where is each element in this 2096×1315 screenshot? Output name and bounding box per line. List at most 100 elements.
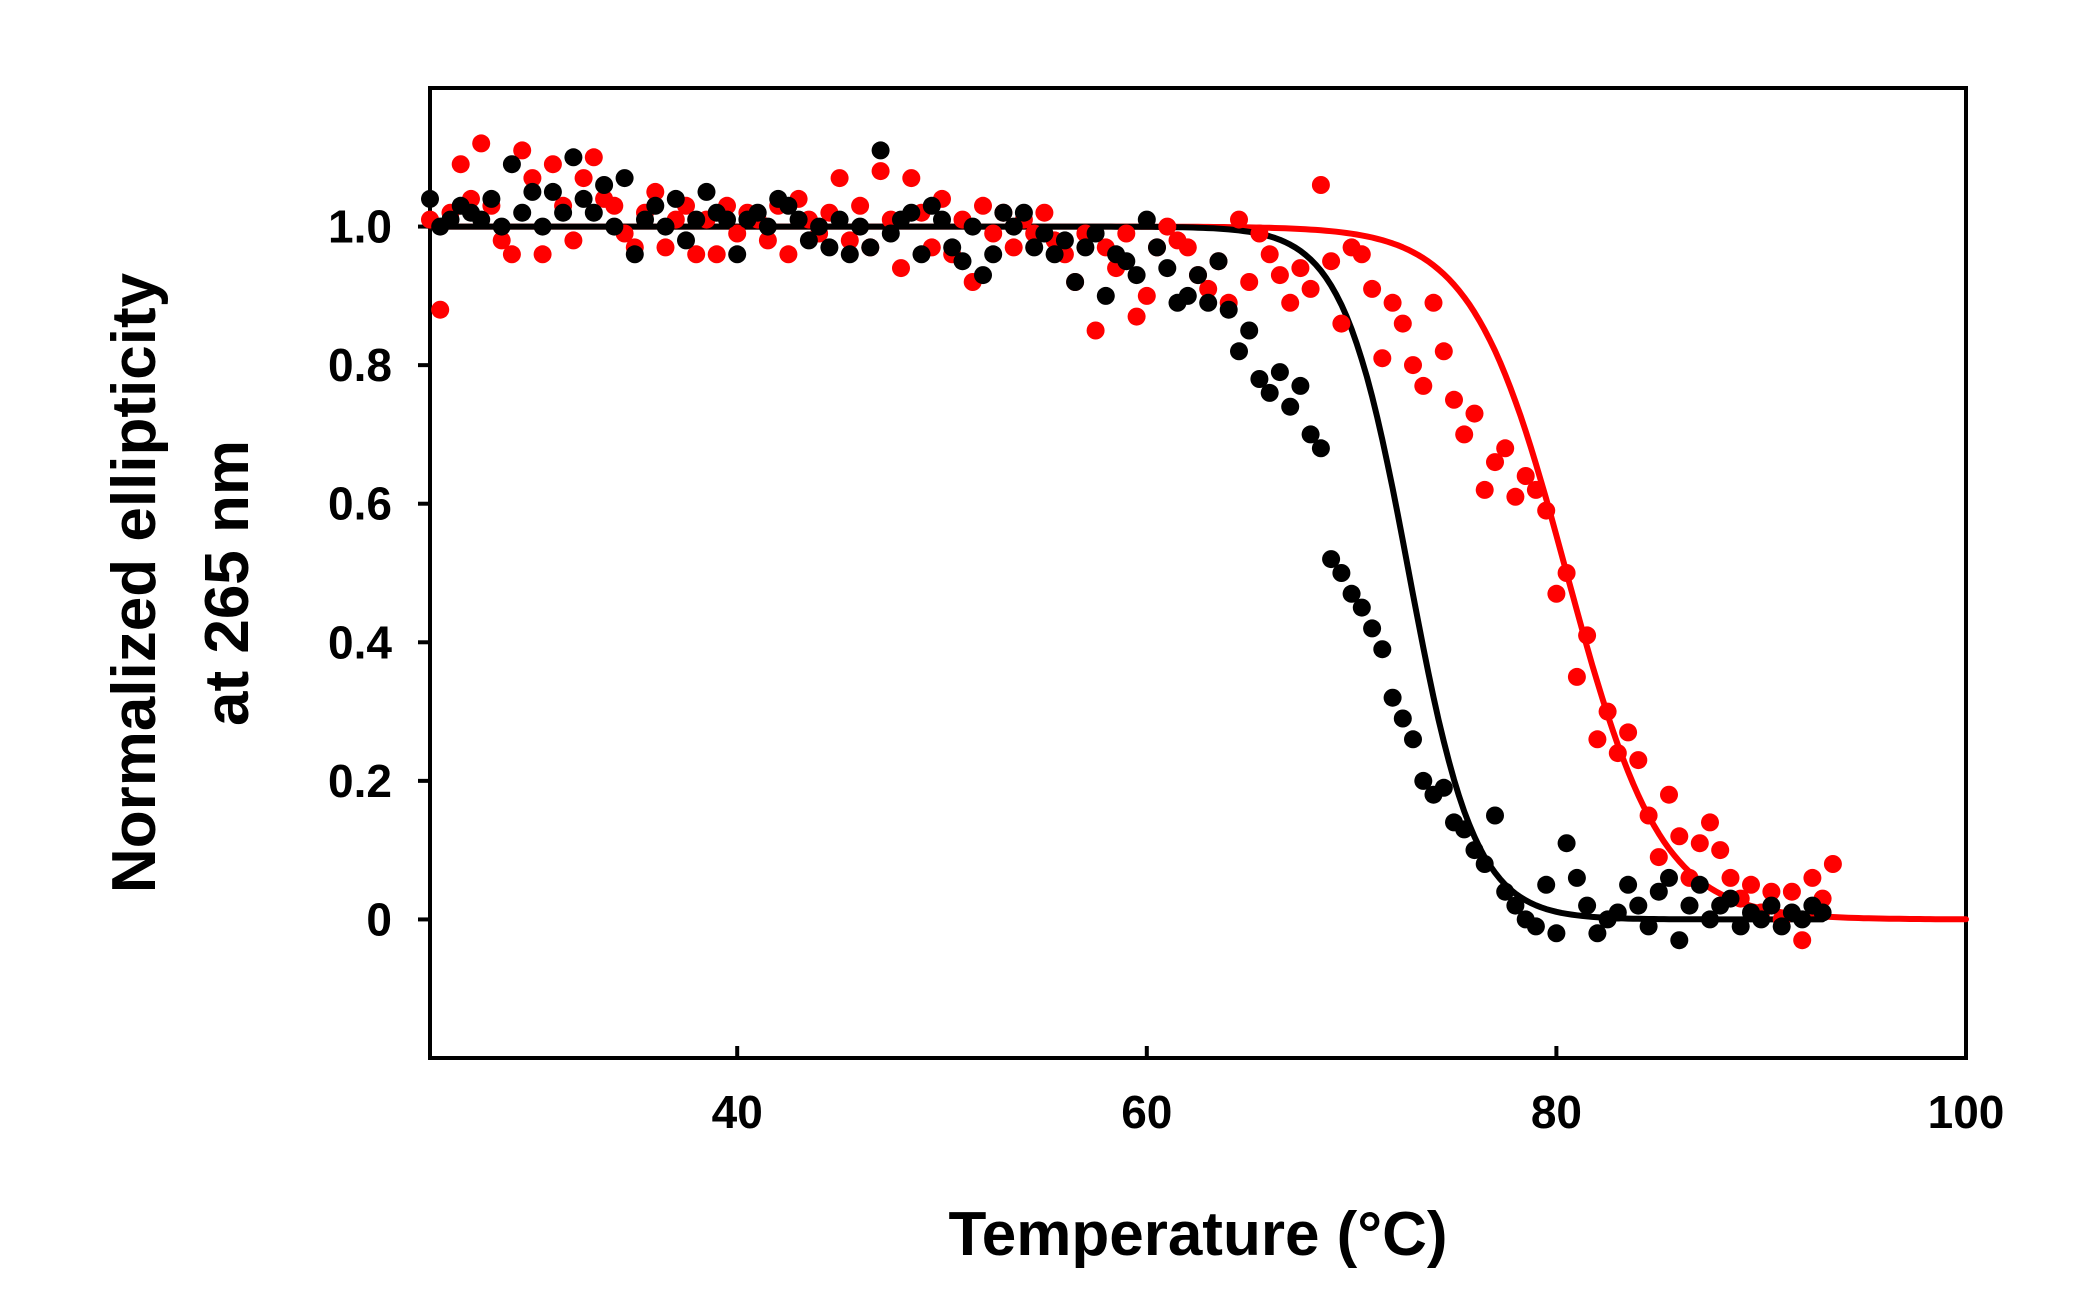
- red-data-point: [892, 259, 910, 278]
- y-tick-label: 0.6: [328, 478, 392, 530]
- black-data-point: [1209, 252, 1228, 271]
- black-data-point: [953, 252, 972, 271]
- black-data-point: [441, 210, 460, 229]
- red-data-point: [1230, 210, 1248, 229]
- plot-area-frame: [428, 86, 1968, 1060]
- black-data-point: [1291, 376, 1310, 395]
- red-data-point: [656, 238, 675, 257]
- black-data-point: [482, 189, 501, 208]
- red-data-point: [1649, 848, 1668, 867]
- black-data-point: [554, 203, 573, 222]
- red-data-point: [1475, 480, 1494, 499]
- red-data-point: [1240, 273, 1259, 291]
- red-data-point: [830, 169, 849, 188]
- black-data-point: [912, 245, 931, 264]
- black-data-point: [1752, 910, 1771, 929]
- red-data-point: [584, 148, 603, 167]
- black-data-point: [1199, 293, 1218, 312]
- black-data-point: [1240, 321, 1259, 340]
- black-data-point: [584, 203, 603, 222]
- black-data-point: [666, 189, 685, 208]
- black-data-point: [963, 217, 982, 236]
- black-data-point: [1721, 889, 1740, 908]
- black-data-point: [1404, 730, 1422, 749]
- red-data-point: [1711, 841, 1730, 860]
- red-data-point: [1137, 286, 1156, 305]
- red-data-point: [1639, 806, 1658, 825]
- black-data-point: [697, 182, 716, 201]
- red-data-point: [1404, 356, 1422, 375]
- red-data-point: [1260, 245, 1279, 264]
- black-data-point: [1578, 896, 1597, 915]
- black-data-point: [492, 217, 511, 236]
- black-data-point: [1772, 917, 1791, 936]
- red-data-point: [523, 169, 542, 188]
- black-data-point: [1004, 217, 1023, 236]
- black-data-point: [1127, 266, 1146, 285]
- red-data-point: [1486, 453, 1504, 472]
- black-data-point: [1639, 917, 1658, 936]
- red-data-point: [687, 245, 706, 264]
- black-data-point: [595, 176, 614, 194]
- black-data-point: [656, 217, 675, 236]
- black-data-point: [513, 203, 532, 222]
- black-data-point: [1506, 896, 1525, 915]
- x-tick-label: 60: [1121, 1086, 1172, 1138]
- red-data-point: [1414, 376, 1433, 395]
- black-data-point: [1547, 924, 1566, 943]
- x-tick-label: 40: [712, 1086, 763, 1138]
- black-data-point: [1496, 882, 1515, 901]
- black-data-point: [1055, 231, 1074, 250]
- black-data-point: [728, 245, 747, 264]
- red-data-point: [1721, 868, 1740, 887]
- black-data-point: [1045, 245, 1064, 264]
- red-data-point: [1322, 252, 1341, 271]
- x-tick-label: 100: [1928, 1086, 2005, 1138]
- red-data-point: [1178, 238, 1197, 257]
- y-tick-label: 0: [366, 893, 392, 945]
- black-data-point: [1076, 238, 1095, 257]
- red-data-point: [1373, 349, 1392, 368]
- red-data-point: [1455, 425, 1474, 444]
- black-data-point: [687, 210, 706, 229]
- black-data-point: [1670, 931, 1689, 950]
- red-data-point: [1424, 293, 1443, 312]
- red-data-point: [564, 231, 583, 250]
- black-data-point: [1762, 896, 1781, 915]
- black-data-point: [1619, 875, 1638, 894]
- y-axis-ticks: 0 0.2 0.4 0.6 0.8 1.0: [328, 201, 430, 945]
- black-data-point: [830, 210, 849, 229]
- black-data-point: [1230, 342, 1248, 361]
- black-data-point: [1690, 875, 1709, 894]
- black-data-point: [974, 266, 992, 285]
- red-data-point: [1332, 314, 1351, 333]
- black-data-point: [943, 238, 962, 257]
- black-data-point: [1014, 203, 1033, 222]
- red-data-point: [1516, 467, 1535, 485]
- black-data-point: [1393, 709, 1412, 728]
- black-data-point: [564, 148, 583, 167]
- black-data-point: [533, 217, 552, 236]
- black-data-point: [1250, 370, 1269, 388]
- red-data-point: [502, 245, 521, 264]
- black-data-point: [1117, 252, 1136, 271]
- red-data-point: [758, 231, 777, 250]
- black-data-point: [799, 231, 818, 250]
- black-data-point: [1137, 210, 1156, 229]
- black-data-point: [1189, 266, 1207, 285]
- black-data-point: [1025, 238, 1044, 257]
- red-data-point: [851, 196, 870, 215]
- black-data-point: [1649, 882, 1668, 901]
- red-data-point: [1537, 501, 1556, 520]
- black-data-point: [1363, 619, 1382, 638]
- data-points: [421, 134, 1842, 950]
- black-data-point: [1270, 363, 1289, 382]
- black-data-point: [615, 169, 634, 188]
- black-data-point: [933, 210, 951, 229]
- red-data-point: [1199, 279, 1218, 298]
- red-data-point: [1445, 390, 1463, 409]
- red-data-point: [1742, 875, 1760, 894]
- black-data-point: [1588, 924, 1607, 943]
- black-data-point: [1465, 841, 1484, 860]
